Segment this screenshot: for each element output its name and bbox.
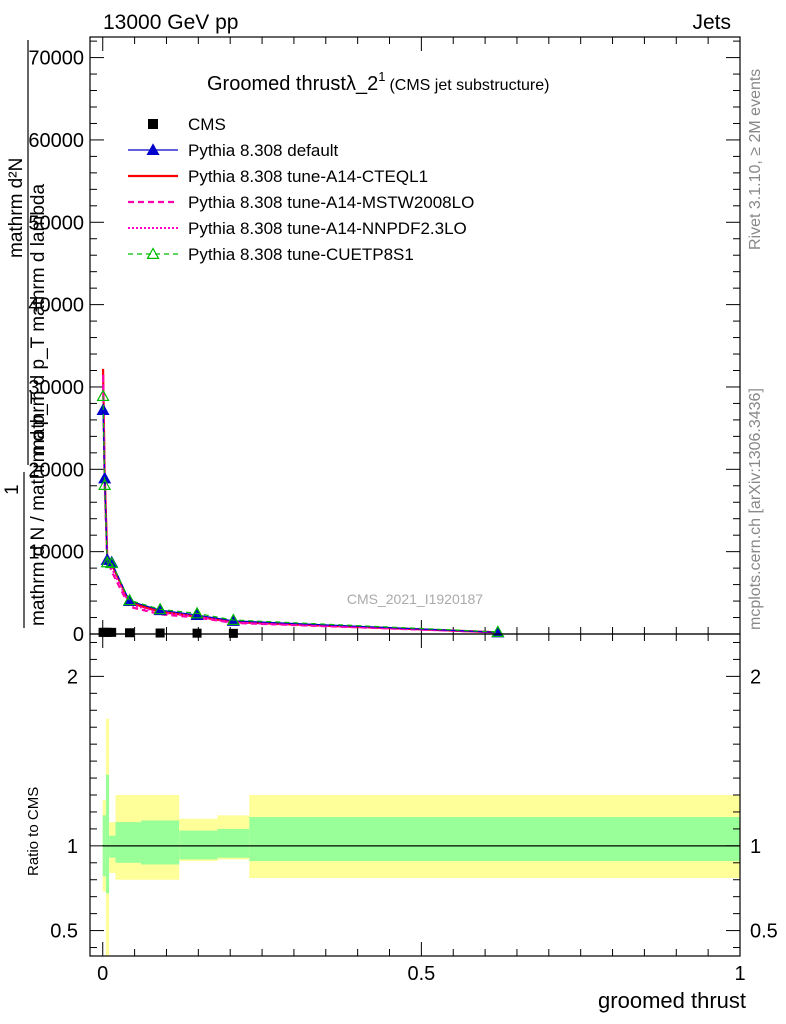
ratio-x-axis: 0 0.5 1 [97,634,746,985]
y-tick-label: 0 [73,624,84,646]
data-point [192,628,202,638]
data-point [122,593,137,606]
legend-marker [148,119,158,129]
ratio-inner-band [105,774,110,894]
data-point [107,627,117,637]
data-point [153,602,167,615]
ratio-y-tick-label: 2 [67,666,78,688]
data-point [190,606,204,619]
data-point [105,556,119,569]
data-point [226,613,240,626]
legend-label: CMS [188,115,226,134]
x-tick-label: 1 [734,963,745,985]
main-y-axis: 0 10000 20000 30000 40000 50000 60000 70000 [28,40,740,646]
data-point [491,625,505,637]
series-0 [98,627,238,638]
ratio-inner-band [217,828,250,858]
data-point [155,628,165,638]
data-point [98,478,112,490]
y-tick-label: 40000 [28,295,84,317]
energy-label: 13000 GeV pp [103,11,238,34]
legend-label: Pythia 8.308 default [188,141,339,160]
y-label-line-1: mathrm d²N [6,158,27,258]
main-x-ticks [102,37,741,634]
ratio-y-label: Ratio to CMS [25,787,42,876]
y-label-line-2: mathrm d p_T mathrm d lambda [28,184,49,455]
y-tick-label: 30000 [28,377,84,399]
data-point [228,628,238,638]
main-y-label: mathrm d²N mathrm d p_T mathrm d lambda … [2,40,49,628]
watermark-label: CMS_2021_I1920187 [347,591,483,607]
legend-entry: CMS [148,115,226,134]
y-tick-label: 20000 [28,459,84,481]
ratio-y-tick-label-right: 2 [750,666,761,688]
legend-label: Pythia 8.308 tune-A14-MSTW2008LO [188,193,474,212]
plot-title: Groomed thrustλ_21 (CMS jet substructure) [207,69,549,95]
ratio-bands [102,718,740,956]
legend-label: Pythia 8.308 tune-A14-NNPDF2.3LO [188,219,467,238]
x-axis-label: groomed thrust [598,988,746,1013]
y-tick-label: 60000 [28,130,84,152]
y-tick-label: 50000 [28,212,84,234]
plot-subtitle: (CMS jet substructure) [389,77,549,94]
legend: CMS Pythia 8.308 default Pythia 8.308 tune… [128,115,474,264]
legend-marker [146,143,160,155]
main-plot-panel: 0 10000 20000 30000 40000 50000 60000 70000 CMS… [2,36,741,646]
y-label-line-3: 1 [2,484,23,495]
ratio-inner-band [179,830,218,860]
rivet-label: Rivet 3.1.10, ≥ 2M events [747,69,764,250]
ratio-y-tick-label-right: 1 [750,836,761,858]
legend-label: Pythia 8.308 tune-CUETP8S1 [188,245,414,264]
legend-entry: Pythia 8.308 tune-A14-CTEQL1 [128,167,428,186]
legend-entry: Pythia 8.308 tune-A14-MSTW2008LO [128,193,474,212]
ratio-y-tick-label-right: 0.5 [750,921,778,943]
legend-label: Pythia 8.308 tune-A14-CTEQL1 [188,167,428,186]
plot-title-main: Groomed thrustλ_2 [207,73,378,95]
x-tick-label: 0.5 [407,963,435,985]
mcplots-label: mcplots.cern.ch [arXiv:1306.3436] [747,388,764,630]
ratio-y-tick-label: 0.5 [50,921,78,943]
ratio-inner-band [115,822,141,863]
y-tick-label: 10000 [28,542,84,564]
legend-entry: Pythia 8.308 tune-CUETP8S1 [128,245,414,264]
ratio-y-tick-label: 1 [67,836,78,858]
ratio-inner-band [109,835,116,858]
x-tick-label: 0 [97,963,108,985]
ratio-inner-band [249,817,740,862]
ratio-inner-band [140,820,180,865]
legend-entry: Pythia 8.308 tune-A14-NNPDF2.3LO [128,219,467,238]
plot-title-sup: 1 [378,69,385,84]
data-point [190,608,204,621]
ratio-y-axis: 0.5 0.5 1 1 2 2 [50,641,778,949]
main-series-group [96,368,505,638]
data-point [96,389,110,402]
data-point [125,628,135,638]
y-label-line-4: mathrm d N / mathrm d p_T [28,392,49,626]
process-label: Jets [692,11,731,34]
ratio-plot-panel: 0.5 0.51 12 2 0 0.5 1 Ratio to CMS groomed th… [25,633,778,1013]
y-tick-label: 70000 [28,48,84,70]
legend-marker [146,247,160,259]
legend-entry: Pythia 8.308 default [128,141,339,160]
series-5 [96,389,505,637]
